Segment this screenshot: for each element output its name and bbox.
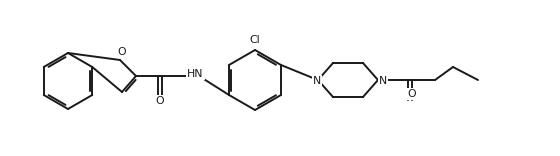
Text: O: O [408, 89, 416, 99]
Text: N: N [313, 76, 321, 86]
Text: O: O [118, 47, 127, 57]
Text: O: O [156, 96, 164, 106]
Text: Cl: Cl [250, 35, 260, 45]
Text: HN: HN [187, 69, 203, 79]
Text: N: N [379, 76, 388, 86]
